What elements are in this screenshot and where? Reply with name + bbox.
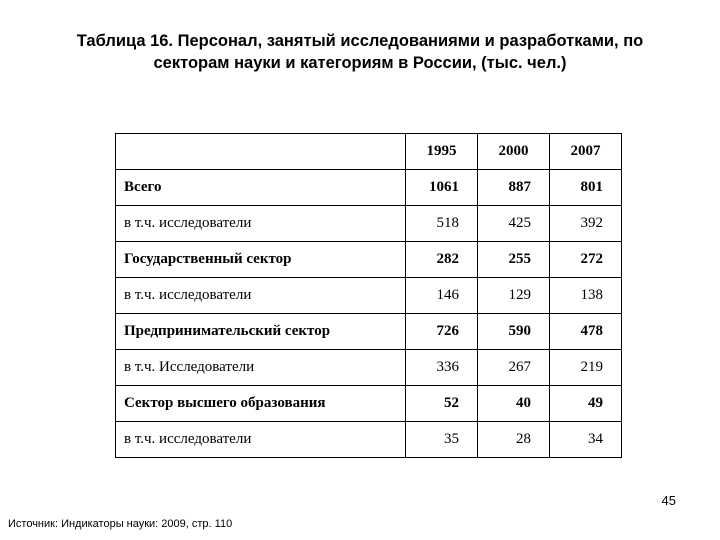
- row-label: Сектор высшего образования: [115, 385, 406, 422]
- cell-value: 1061: [405, 169, 478, 206]
- table-row: Сектор высшего образования 52 40 49: [115, 385, 622, 422]
- page-number: 45: [661, 493, 676, 508]
- cell-value: 255: [477, 241, 550, 278]
- row-label: Государственный сектор: [115, 241, 406, 278]
- cell-value: 887: [477, 169, 550, 206]
- cell-value: 40: [477, 385, 550, 422]
- header-year-1995: 1995: [405, 133, 478, 170]
- cell-value: 34: [549, 421, 622, 458]
- row-label: Всего: [115, 169, 406, 206]
- row-label: в т.ч. исследователи: [115, 421, 406, 458]
- cell-value: 267: [477, 349, 550, 386]
- cell-value: 392: [549, 205, 622, 242]
- row-label: в т.ч. исследователи: [115, 205, 406, 242]
- table-row: в т.ч. исследователи 35 28 34: [115, 421, 622, 458]
- header-year-2000: 2000: [477, 133, 550, 170]
- cell-value: 138: [549, 277, 622, 314]
- cell-value: 52: [405, 385, 478, 422]
- table-row: Всего 1061 887 801: [115, 169, 622, 206]
- cell-value: 219: [549, 349, 622, 386]
- source-note: Источник: Индикаторы науки: 2009, стр. 1…: [8, 518, 233, 530]
- table-row: в т.ч. исследователи 146 129 138: [115, 277, 622, 314]
- cell-value: 336: [405, 349, 478, 386]
- cell-value: 146: [405, 277, 478, 314]
- cell-value: 129: [477, 277, 550, 314]
- cell-value: 49: [549, 385, 622, 422]
- cell-value: 35: [405, 421, 478, 458]
- cell-value: 28: [477, 421, 550, 458]
- cell-value: 282: [405, 241, 478, 278]
- cell-value: 425: [477, 205, 550, 242]
- table-header-row: 1995 2000 2007: [115, 133, 622, 170]
- cell-value: 272: [549, 241, 622, 278]
- row-label: в т.ч. Исследователи: [115, 349, 406, 386]
- table-row: в т.ч. исследователи 518 425 392: [115, 205, 622, 242]
- cell-value: 590: [477, 313, 550, 350]
- page-title: Таблица 16. Персонал, занятый исследован…: [76, 32, 644, 73]
- table-row: Предпринимательский сектор 726 590 478: [115, 313, 622, 350]
- row-label: в т.ч. исследователи: [115, 277, 406, 314]
- row-label: Предпринимательский сектор: [115, 313, 406, 350]
- header-empty-cell: [115, 133, 406, 170]
- cell-value: 518: [405, 205, 478, 242]
- cell-value: 801: [549, 169, 622, 206]
- cell-value: 726: [405, 313, 478, 350]
- header-year-2007: 2007: [549, 133, 622, 170]
- table-row: в т.ч. Исследователи 336 267 219: [115, 349, 622, 386]
- table-row: Государственный сектор 282 255 272: [115, 241, 622, 278]
- cell-value: 478: [549, 313, 622, 350]
- data-table: 1995 2000 2007 Всего 1061 887 801 в т.ч.…: [115, 133, 622, 458]
